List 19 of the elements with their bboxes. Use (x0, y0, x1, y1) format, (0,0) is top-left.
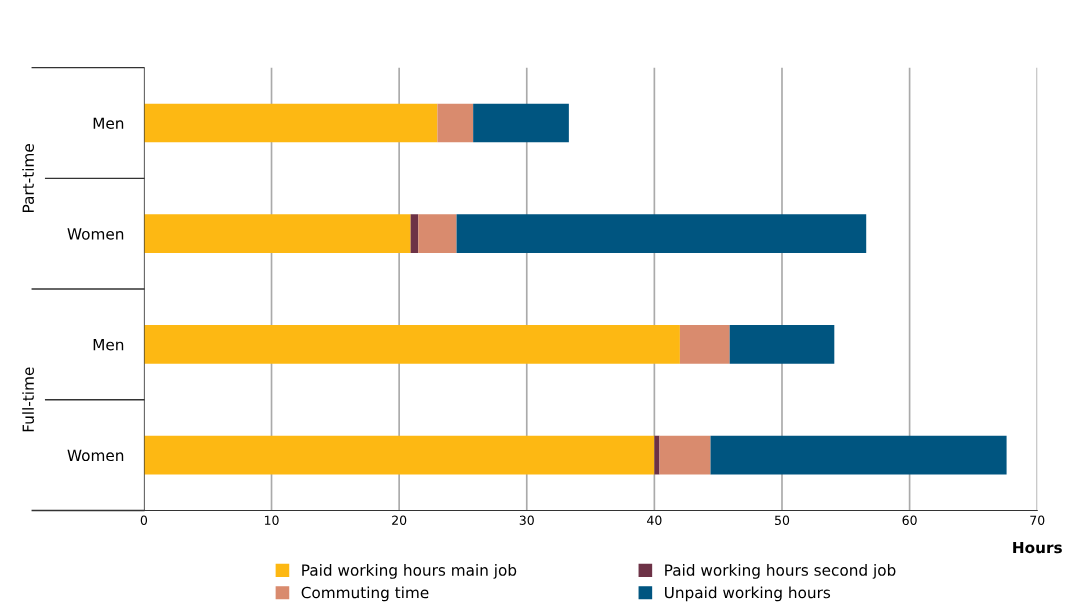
text: Part-time (22, 144, 34, 212)
y-tick-label: Men (93, 117, 124, 130)
y-tick-label: Men (93, 339, 124, 351)
y-tick-label: Women (67, 228, 124, 240)
legend-label: Paid working hours second job (665, 564, 896, 579)
x-tick-label: 0 (140, 515, 148, 525)
x-tick-label: 70 (1030, 515, 1045, 525)
text: Full-time (22, 367, 34, 432)
legend-label: Commuting time (301, 586, 429, 602)
x-tick-label: 50 (775, 515, 790, 525)
x-tick-label: 10 (264, 515, 279, 525)
legend-label: Unpaid working hours (665, 586, 831, 602)
y-tick-label: Women (67, 449, 124, 462)
x-tick-label: 30 (519, 515, 534, 525)
legend-label: Paid working hours main job (302, 564, 517, 579)
x-axis-title: Hours (1013, 541, 1062, 554)
x-tick-label: 40 (647, 515, 662, 525)
x-tick-label: 60 (902, 515, 917, 525)
x-tick-label: 20 (392, 515, 407, 525)
